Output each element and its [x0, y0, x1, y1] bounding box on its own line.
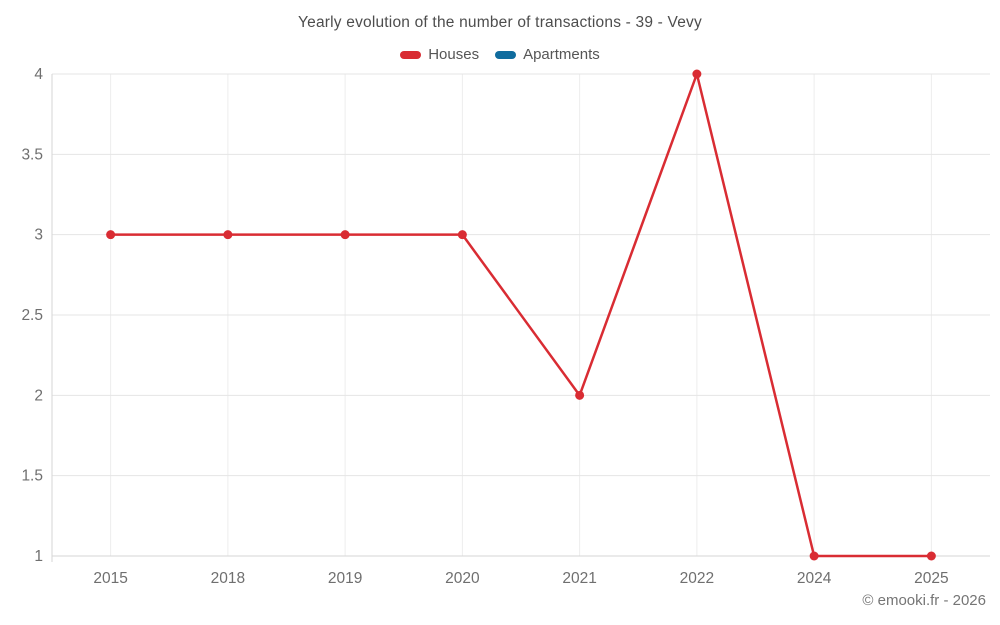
y-tick-label: 1.5: [21, 468, 43, 485]
x-tick-label: 2022: [680, 570, 714, 587]
legend-item-apartments[interactable]: Apartments: [495, 46, 600, 63]
legend-label-houses: Houses: [428, 46, 480, 63]
x-tick-label: 2025: [914, 570, 948, 587]
y-tick-label: 1: [34, 548, 43, 565]
legend-label-apartments: Apartments: [523, 46, 600, 63]
y-tick-label: 2.5: [21, 307, 43, 324]
houses-swatch-icon: [400, 50, 422, 59]
x-tick-label: 2020: [445, 570, 480, 587]
x-tick-label: 2018: [211, 570, 245, 587]
data-point-houses: [575, 390, 585, 400]
y-tick-label: 4: [34, 66, 43, 83]
y-tick-label: 3.5: [21, 146, 43, 163]
data-point-houses: [106, 230, 116, 240]
data-point-houses: [340, 230, 350, 240]
data-point-houses: [457, 230, 467, 240]
legend-item-houses[interactable]: Houses: [400, 46, 479, 63]
chart-title: Yearly evolution of the number of transa…: [298, 14, 702, 31]
data-point-houses: [809, 551, 819, 561]
y-tick-label: 3: [34, 227, 43, 244]
x-tick-label: 2021: [562, 570, 596, 587]
x-tick-label: 2015: [93, 570, 127, 587]
chart-legend: Houses Apartments: [0, 46, 1000, 63]
x-tick-label: 2019: [328, 570, 362, 587]
x-tick-label: 2024: [797, 570, 832, 587]
data-point-houses: [223, 230, 233, 240]
series-line-houses: [109, 72, 933, 558]
data-point-houses: [926, 551, 936, 561]
copyright-text: © emooki.fr - 2026: [862, 592, 986, 609]
data-point-houses: [692, 69, 702, 79]
y-tick-label: 2: [34, 387, 43, 404]
apartments-swatch-icon: [495, 50, 517, 59]
